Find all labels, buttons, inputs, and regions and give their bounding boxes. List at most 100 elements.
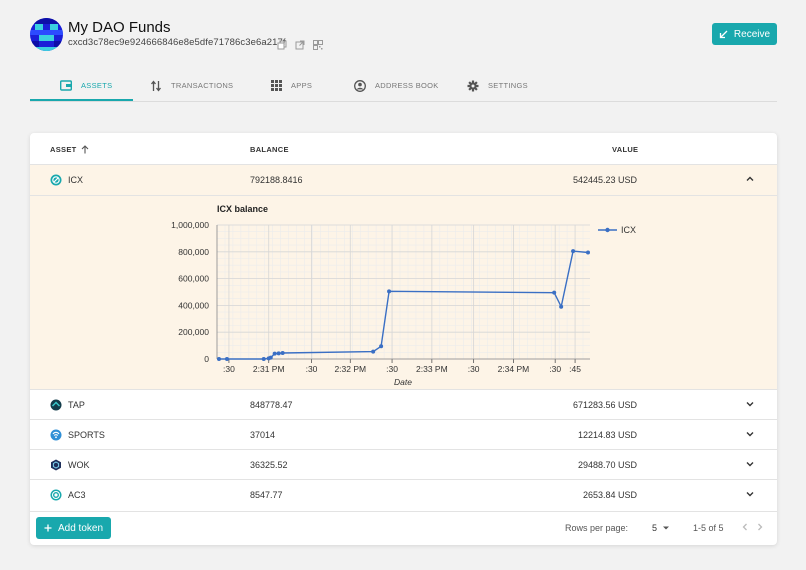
data-point (268, 355, 273, 360)
tab-assets-label: ASSETS (81, 81, 113, 90)
x-tick-label: :30 (549, 364, 561, 374)
token-name: WOK (68, 460, 90, 470)
data-point (280, 350, 285, 355)
prev-page-icon[interactable] (740, 522, 750, 532)
rows-per-page-label: Rows per page: (565, 523, 629, 533)
wok-icon (50, 459, 62, 471)
table-row[interactable]: TAP 848778.47 671283.56 USD (30, 389, 777, 420)
gear-icon (467, 80, 479, 92)
tab-transactions[interactable]: TRANSACTIONS (150, 70, 233, 101)
add-token-label: Add token (57, 522, 104, 534)
swap-arrows-icon (150, 79, 162, 92)
dropdown-arrow-icon[interactable] (662, 524, 670, 532)
tab-transactions-label: TRANSACTIONS (171, 81, 234, 90)
icx-icon (50, 174, 62, 186)
y-tick-label: 0 (204, 354, 209, 364)
y-tick-label: 200,000 (178, 327, 209, 337)
chevron-down-icon[interactable] (745, 429, 755, 439)
ac3-icon (50, 489, 62, 501)
x-axis-label: Date (394, 377, 412, 387)
chevron-down-icon[interactable] (745, 459, 755, 469)
token-name: AC3 (68, 490, 86, 500)
safe-name: My DAO Funds (68, 19, 171, 36)
tab-bar: ASSETS TRANSACTIONS APPS ADDRESS BOOK SE… (30, 70, 777, 102)
arrow-down-left-icon (719, 30, 728, 38)
token-balance: 36325.52 (250, 460, 288, 470)
column-header-asset[interactable]: ASSET (50, 145, 89, 154)
sort-arrow-up-icon (81, 145, 88, 154)
column-header-value: VALUE (612, 145, 639, 154)
table-row[interactable]: AC3 8547.77 2653.84 USD (30, 479, 777, 510)
data-point (387, 289, 392, 294)
table-row[interactable]: ICX 792188.8416 542445.23 USD (30, 164, 777, 195)
data-point (571, 249, 576, 254)
chart-canvas: ICX balance 0 200,000 400,000 600,000 800,00… (171, 204, 636, 387)
external-link-icon[interactable] (295, 37, 305, 50)
token-value: 29488.70 USD (577, 460, 637, 470)
data-point (586, 250, 591, 255)
pagination-range: 1-5 of 5 (693, 523, 724, 533)
data-point (261, 357, 266, 361)
token-name: TAP (68, 400, 85, 410)
x-tick-label: :30 (306, 364, 318, 374)
x-tick-label: 2:32 PM (334, 364, 366, 374)
data-point (276, 351, 281, 356)
data-point (552, 290, 557, 295)
x-tick-label: :30 (468, 364, 480, 374)
token-value: 12214.83 USD (577, 430, 637, 440)
legend-label: ICX (621, 225, 636, 235)
table-row[interactable]: SPORTS 37014 12214.83 USD (30, 419, 777, 450)
sports-icon (50, 429, 62, 441)
tab-apps-label: APPS (291, 81, 313, 90)
chevron-up-icon[interactable] (745, 174, 755, 184)
chevron-down-icon[interactable] (745, 489, 755, 499)
table-row[interactable]: WOK 36325.52 29488.70 USD (30, 449, 777, 480)
icx-balance-chart: ICX balance 0 200,000 400,000 600,000 800,00… (30, 195, 777, 390)
data-point (224, 357, 229, 361)
table-footer: Add token Rows per page: 5 1-5 of 5 (30, 511, 777, 545)
x-tick-label: :45 (569, 364, 581, 374)
x-tick-label: :30 (223, 364, 235, 374)
legend-marker (605, 227, 610, 233)
y-tick-label: 1,000,000 (171, 220, 209, 230)
tab-assets[interactable]: ASSETS (60, 70, 112, 101)
token-name: ICX (68, 175, 84, 185)
active-tab-indicator (30, 99, 133, 101)
wallet-icon (60, 80, 72, 92)
data-point (216, 357, 221, 361)
chevron-down-icon[interactable] (745, 399, 755, 409)
receive-button[interactable]: Receive (712, 23, 777, 45)
grid-icon (270, 80, 282, 92)
data-point (379, 344, 384, 349)
x-tick-label: 2:31 PM (253, 364, 285, 374)
tab-settings-label: SETTINGS (488, 81, 528, 90)
token-value: 542445.23 USD (572, 175, 637, 185)
copy-icon[interactable] (277, 37, 287, 50)
y-tick-label: 800,000 (178, 247, 209, 257)
token-balance: 848778.47 (250, 400, 293, 410)
safe-address: cxcd3c78ec9e924666846e8e5dfe71786c3e6a21… (68, 37, 286, 48)
data-point (371, 349, 376, 354)
x-tick-label: 2:34 PM (498, 364, 530, 374)
person-circle-icon (354, 79, 366, 92)
add-token-button[interactable]: Add token (36, 517, 111, 539)
token-balance: 792188.8416 (250, 175, 303, 185)
token-balance: 8547.77 (250, 490, 283, 500)
next-page-icon[interactable] (755, 522, 765, 532)
data-point (559, 304, 564, 309)
tap-icon (50, 399, 62, 411)
data-point (272, 351, 277, 356)
safe-avatar (30, 18, 63, 51)
receive-button-label: Receive (733, 28, 771, 40)
tab-address-book[interactable]: ADDRESS BOOK (354, 70, 439, 101)
tab-address-book-label: ADDRESS BOOK (375, 81, 439, 90)
chart-title: ICX balance (217, 204, 268, 214)
token-name: SPORTS (68, 430, 105, 440)
plus-icon (44, 524, 52, 532)
tab-apps[interactable]: APPS (270, 70, 312, 101)
x-tick-label: 2:33 PM (416, 364, 448, 374)
tab-settings[interactable]: SETTINGS (467, 70, 528, 101)
rows-per-page-select[interactable]: 5 (652, 523, 658, 533)
qr-code-icon[interactable] (313, 37, 323, 50)
token-value: 671283.56 USD (572, 400, 637, 410)
